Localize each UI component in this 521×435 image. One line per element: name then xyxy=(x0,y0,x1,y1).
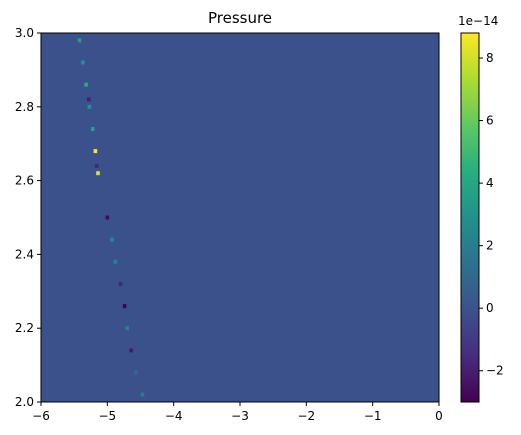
colorbar-tick-label: 2 xyxy=(486,239,494,253)
heatmap-cell-10 xyxy=(110,237,114,242)
heatmap-cell-3 xyxy=(87,97,91,102)
x-tick-label: 0 xyxy=(435,409,443,423)
heatmap-cell-14 xyxy=(125,326,129,331)
chart-title: Pressure xyxy=(208,9,272,27)
colorbar-tick-label: −2 xyxy=(486,364,504,378)
y-axis: 2.0 2.2 2.4 2.6 2.8 3.0 xyxy=(15,26,41,409)
x-tick-label: −1 xyxy=(364,409,382,423)
y-tick-label: 2.4 xyxy=(15,247,34,261)
colorbar-tick-label: 8 xyxy=(486,51,494,65)
heatmap-cell-8 xyxy=(96,171,100,176)
x-tick-label: −6 xyxy=(32,409,50,423)
colorbar-tick-label: 0 xyxy=(486,301,494,315)
y-tick-label: 2.6 xyxy=(15,174,34,188)
heatmap-cell-4 xyxy=(87,104,92,109)
heatmap-cell-12 xyxy=(118,281,123,286)
colorbar-scale-label: 1e−14 xyxy=(458,14,498,28)
heatmap-cells xyxy=(77,38,145,397)
heatmap-cell-0 xyxy=(77,38,82,43)
y-tick-label: 2.2 xyxy=(15,321,34,335)
heatmap-cell-1 xyxy=(81,60,85,65)
plot-area xyxy=(41,33,439,402)
heatmap-cell-16 xyxy=(134,370,138,375)
y-tick-label: 2.8 xyxy=(15,100,34,114)
x-tick-label: −4 xyxy=(165,409,183,423)
x-tick-label: −3 xyxy=(231,409,249,423)
heatmap-cell-11 xyxy=(113,259,118,264)
x-axis: −6 −5 −4 −3 −2 −1 0 xyxy=(32,402,443,423)
colorbar-tick-label: 4 xyxy=(486,176,494,190)
heatmap-cell-15 xyxy=(129,348,133,353)
heatmap-cell-2 xyxy=(84,82,88,87)
heatmap-cell-13 xyxy=(122,304,127,309)
x-tick-label: −5 xyxy=(98,409,116,423)
colorbar xyxy=(460,32,480,403)
heatmap-cell-9 xyxy=(105,215,110,220)
heatmap-cell-5 xyxy=(90,127,95,131)
heatmap-cell-7 xyxy=(94,163,99,168)
y-tick-label: 3.0 xyxy=(15,26,34,40)
heatmap-cell-17 xyxy=(140,392,145,397)
colorbar-axis: −2 0 2 4 6 8 xyxy=(479,51,504,378)
colorbar-tick-label: 6 xyxy=(486,114,494,128)
heatmap-cell-6 xyxy=(93,149,98,154)
y-tick-label: 2.0 xyxy=(15,395,34,409)
x-tick-label: −2 xyxy=(297,409,315,423)
